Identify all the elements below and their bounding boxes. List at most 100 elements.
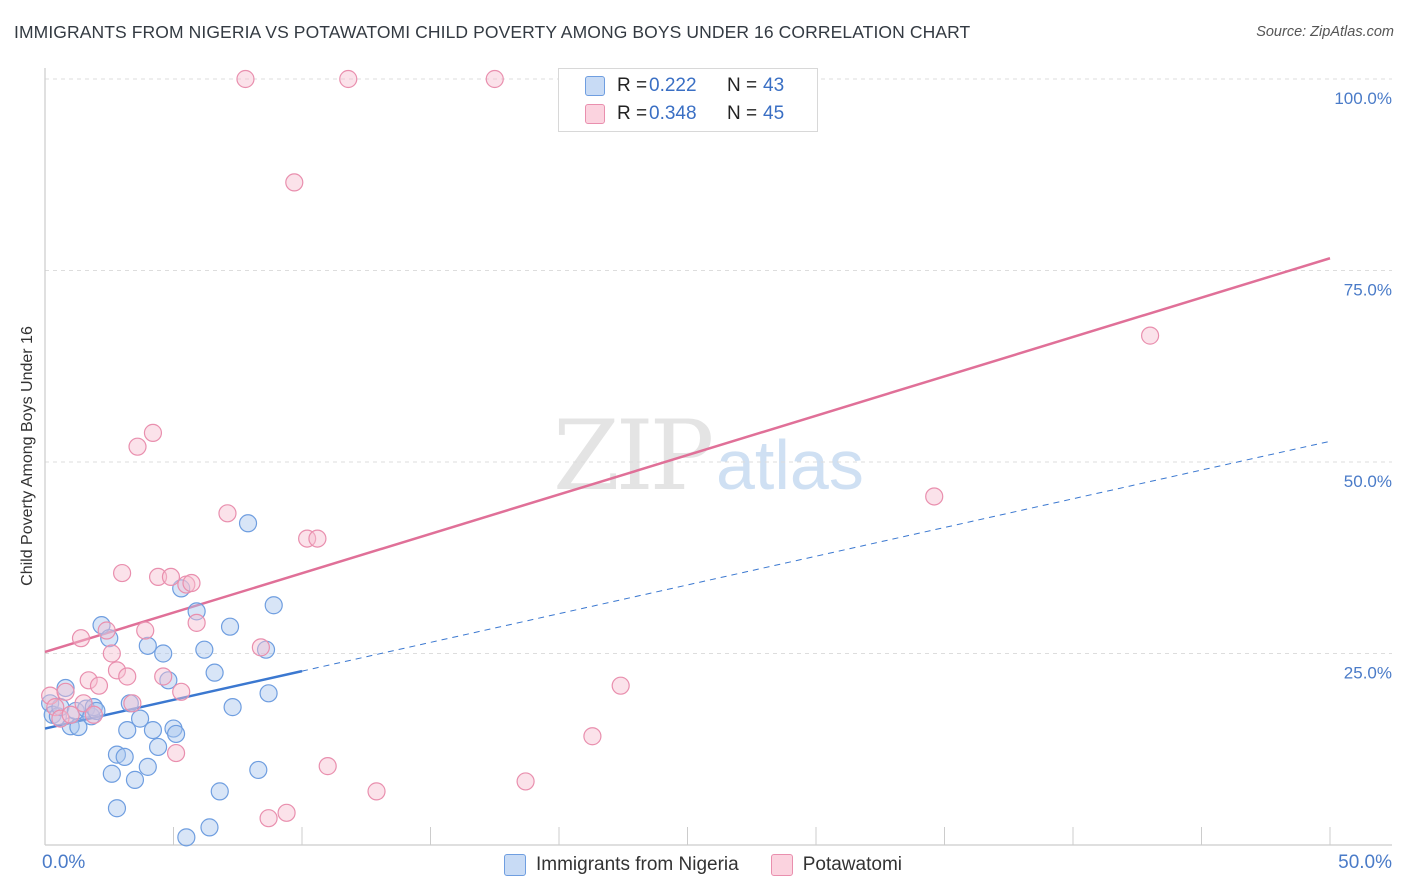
potawatomi-point	[97, 621, 116, 640]
nigeria-point	[143, 720, 163, 740]
y-tick-label: 25.0%	[1344, 664, 1392, 683]
nigeria-legend-label: Immigrants from Nigeria	[536, 854, 739, 875]
potawatomi-point	[166, 743, 186, 763]
potawatomi-point	[236, 69, 255, 89]
nigeria-n-value: 43	[763, 75, 785, 96]
nigeria-point	[154, 644, 173, 663]
potawatomi-point	[84, 705, 103, 724]
n-label: N =	[727, 103, 758, 124]
nigeria-swatch	[585, 76, 605, 96]
axes	[44, 68, 1392, 846]
potawatomi-point	[259, 809, 278, 828]
potawatomi-trend-line	[44, 257, 1331, 654]
potawatomi-point	[285, 173, 304, 192]
nigeria-point	[249, 760, 268, 780]
legend-row-nigeria: R = 0.222 N = 43	[585, 74, 784, 98]
nigeria-point	[238, 514, 258, 533]
nigeria-trend-line	[44, 669, 303, 730]
nigeria-point	[138, 757, 157, 776]
potawatomi-swatch	[585, 104, 605, 124]
nigeria-point	[220, 617, 240, 636]
potawatomi-point	[925, 487, 944, 506]
nigeria-point	[259, 684, 278, 703]
nigeria-point	[177, 828, 196, 847]
nigeria-point	[264, 596, 283, 615]
r-label: R =	[617, 103, 648, 124]
potawatomi-point	[61, 705, 80, 724]
potawatomi-point	[74, 694, 93, 713]
nigeria-point	[166, 724, 186, 744]
y-tick-labels: 25.0% 50.0% 75.0% 100.0%	[1334, 89, 1392, 683]
potawatomi-point	[143, 423, 163, 442]
potawatomi-point	[102, 644, 121, 663]
potawatomi-point	[251, 638, 270, 657]
potawatomi-point	[107, 661, 127, 680]
nigeria-point	[148, 737, 168, 757]
potawatomi-point	[172, 682, 191, 701]
r-label: R =	[617, 75, 648, 96]
n-label: N =	[727, 75, 758, 96]
potawatomi-point	[1140, 326, 1160, 345]
nigeria-point	[118, 720, 137, 740]
potawatomi-point	[118, 667, 137, 686]
potawatomi-point	[611, 676, 630, 695]
potawatomi-point	[148, 567, 168, 587]
nigeria-point	[138, 636, 157, 655]
potawatomi-point	[136, 621, 155, 640]
nigeria-point	[210, 782, 229, 801]
trend-lines	[44, 257, 1331, 730]
legend-item-nigeria: Immigrants from Nigeria	[504, 854, 739, 876]
nigeria-point	[125, 770, 145, 789]
potawatomi-point	[308, 529, 327, 548]
potawatomi-r-value: 0.348	[649, 103, 697, 124]
potawatomi-point	[56, 682, 75, 701]
nigeria-point	[205, 663, 224, 682]
potawatomi-legend-swatch	[770, 854, 793, 876]
potawatomi-point	[277, 803, 296, 822]
x-tick-max: 50.0%	[1338, 852, 1392, 873]
nigeria-point	[223, 698, 242, 717]
potawatomi-point	[318, 757, 337, 776]
nigeria-trend-extension	[301, 440, 1331, 672]
potawatomi-point	[182, 573, 201, 593]
potawatomi-point	[46, 698, 65, 717]
grid-lines	[45, 78, 1392, 654]
potawatomi-point	[41, 686, 60, 705]
potawatomi-point	[71, 629, 91, 648]
source-label: Source: ZipAtlas.com	[1256, 24, 1394, 40]
nigeria-point	[195, 640, 214, 659]
potawatomi-point	[89, 676, 109, 695]
potawatomi-point	[339, 69, 358, 89]
nigeria-point	[107, 799, 127, 818]
nigeria-point	[115, 747, 134, 767]
nigeria-point	[102, 764, 121, 783]
series-legend: Immigrants from Nigeria Potawatomi	[0, 852, 1406, 878]
potawatomi-point	[583, 727, 602, 746]
potawatomi-point	[154, 667, 173, 686]
chart-title: IMMIGRANTS FROM NIGERIA VS POTAWATOMI CH…	[14, 22, 971, 42]
potawatomi-point	[485, 69, 504, 89]
legend-item-potawatomi: Potawatomi	[770, 854, 902, 876]
nigeria-point	[130, 709, 150, 728]
potawatomi-point	[123, 694, 142, 713]
potawatomi-point	[128, 437, 147, 456]
data-points	[41, 69, 1160, 847]
legend-row-potawatomi: R = 0.348 N = 45	[585, 102, 784, 126]
nigeria-point	[56, 678, 75, 698]
nigeria-legend-swatch	[504, 854, 526, 876]
potawatomi-point	[187, 613, 206, 632]
nigeria-point	[200, 818, 219, 837]
potawatomi-point	[367, 782, 386, 801]
potawatomi-n-value: 45	[763, 103, 785, 124]
x-tick-min: 0.0%	[42, 852, 86, 873]
potawatomi-point	[51, 709, 70, 728]
potawatomi-point	[516, 772, 535, 791]
potawatomi-point	[112, 563, 132, 583]
nigeria-r-value: 0.222	[649, 75, 697, 96]
potawatomi-point	[218, 504, 237, 523]
potawatomi-point	[79, 671, 98, 690]
y-tick-label: 100.0%	[1334, 89, 1392, 108]
potawatomi-point	[161, 567, 181, 587]
y-axis-label: Child Poverty Among Boys Under 16	[19, 326, 36, 586]
